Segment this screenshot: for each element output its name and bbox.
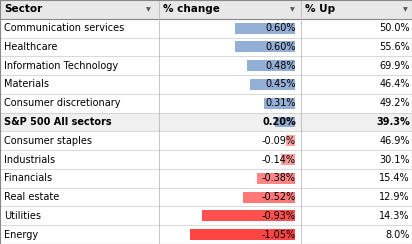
Bar — [0, 56, 412, 75]
Text: 46.9%: 46.9% — [379, 136, 410, 146]
Bar — [0, 188, 412, 206]
Bar — [281, 154, 295, 165]
Text: 0.48%: 0.48% — [265, 61, 296, 71]
Text: ▼: ▼ — [290, 7, 295, 12]
Bar — [264, 98, 295, 109]
Text: Information Technology: Information Technology — [4, 61, 118, 71]
Text: Financials: Financials — [4, 173, 52, 183]
Text: 12.9%: 12.9% — [379, 192, 410, 202]
Text: Sector: Sector — [4, 4, 42, 14]
Text: -1.05%: -1.05% — [262, 230, 296, 240]
Bar — [0, 150, 412, 169]
Text: -0.93%: -0.93% — [262, 211, 296, 221]
Text: -0.14%: -0.14% — [262, 154, 296, 164]
Text: 55.6%: 55.6% — [379, 42, 410, 52]
Text: Utilities: Utilities — [4, 211, 41, 221]
Bar — [201, 210, 295, 221]
Bar — [0, 113, 412, 131]
Text: 0.31%: 0.31% — [265, 98, 296, 108]
Text: Consumer staples: Consumer staples — [4, 136, 92, 146]
Bar — [0, 206, 412, 225]
Bar — [0, 225, 412, 244]
Bar — [0, 169, 412, 188]
Text: Consumer discretionary: Consumer discretionary — [4, 98, 121, 108]
Text: 30.1%: 30.1% — [379, 154, 410, 164]
Text: -0.09%: -0.09% — [262, 136, 296, 146]
Text: 14.3%: 14.3% — [379, 211, 410, 221]
Bar — [250, 79, 295, 90]
Text: 49.2%: 49.2% — [379, 98, 410, 108]
Text: 39.3%: 39.3% — [376, 117, 410, 127]
Text: 0.20%: 0.20% — [262, 117, 296, 127]
Text: 46.4%: 46.4% — [379, 80, 410, 90]
Text: 0.45%: 0.45% — [265, 80, 296, 90]
Text: Materials: Materials — [4, 80, 49, 90]
Bar — [274, 117, 295, 127]
Bar — [0, 94, 412, 113]
Text: 69.9%: 69.9% — [379, 61, 410, 71]
Bar — [234, 41, 295, 52]
Text: Healthcare: Healthcare — [4, 42, 58, 52]
Text: Energy: Energy — [4, 230, 38, 240]
Text: 0.60%: 0.60% — [265, 23, 296, 33]
Bar — [0, 75, 412, 94]
Bar — [0, 19, 412, 38]
Text: 50.0%: 50.0% — [379, 23, 410, 33]
Text: ▼: ▼ — [146, 7, 151, 12]
Text: S&P 500 All sectors: S&P 500 All sectors — [4, 117, 112, 127]
Text: % change: % change — [163, 4, 220, 14]
Text: -0.38%: -0.38% — [262, 173, 296, 183]
Bar — [246, 60, 295, 71]
Bar — [257, 173, 295, 184]
Text: 15.4%: 15.4% — [379, 173, 410, 183]
Text: % Up: % Up — [305, 4, 335, 14]
Bar — [0, 0, 412, 19]
Bar — [286, 135, 295, 146]
Text: 0.60%: 0.60% — [265, 42, 296, 52]
Text: Real estate: Real estate — [4, 192, 59, 202]
Bar — [0, 131, 412, 150]
Text: ▼: ▼ — [403, 7, 408, 12]
Text: 8.0%: 8.0% — [386, 230, 410, 240]
Bar — [243, 192, 295, 203]
Bar — [0, 38, 412, 56]
Text: Industrials: Industrials — [4, 154, 55, 164]
Text: -0.52%: -0.52% — [262, 192, 296, 202]
Bar — [190, 229, 295, 240]
Text: Communication services: Communication services — [4, 23, 124, 33]
Bar — [234, 23, 295, 34]
